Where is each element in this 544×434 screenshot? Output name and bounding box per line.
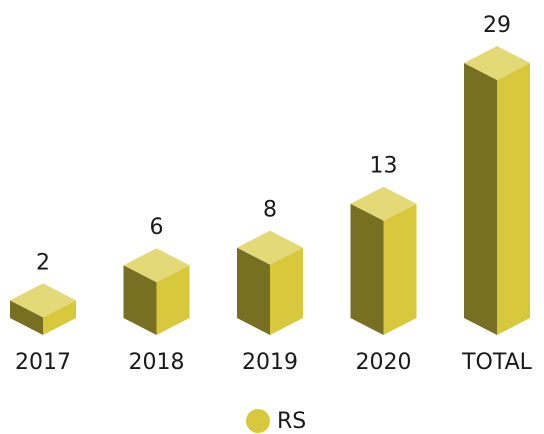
data-label: 29 xyxy=(483,13,511,38)
bar-left-face xyxy=(350,203,384,335)
data-label: 2 xyxy=(36,250,50,275)
bar-top-face xyxy=(123,248,190,283)
bar-right-face xyxy=(270,247,303,335)
bar-top-face xyxy=(237,230,303,265)
bar-left-face xyxy=(464,63,497,335)
bar-right-face xyxy=(383,203,417,335)
x-tick-label: 2020 xyxy=(356,350,412,375)
data-label: 8 xyxy=(263,198,277,223)
bar xyxy=(350,186,417,335)
bar-right-face xyxy=(43,300,76,335)
legend-swatch xyxy=(246,409,270,433)
bar xyxy=(237,230,303,335)
bar-right-face xyxy=(497,63,530,335)
legend: RS xyxy=(246,409,306,434)
x-tick-label: TOTAL xyxy=(461,350,533,375)
bar xyxy=(464,46,530,335)
bar-left-face xyxy=(237,247,270,335)
x-tick-label: 2017 xyxy=(15,350,71,375)
bar-left-face xyxy=(10,300,43,335)
bar-left-face xyxy=(123,265,157,335)
bar-right-face xyxy=(156,265,190,335)
x-tick-label: 2018 xyxy=(129,350,185,375)
bar xyxy=(123,248,190,335)
legend-label: RS xyxy=(277,409,306,434)
data-label: 13 xyxy=(370,154,398,179)
bar-top-face xyxy=(350,186,417,221)
bar-top-face xyxy=(10,283,76,318)
bar xyxy=(10,283,76,335)
bar-top-face xyxy=(464,46,530,80)
x-tick-label: 2019 xyxy=(242,350,298,375)
data-label: 6 xyxy=(150,215,164,240)
